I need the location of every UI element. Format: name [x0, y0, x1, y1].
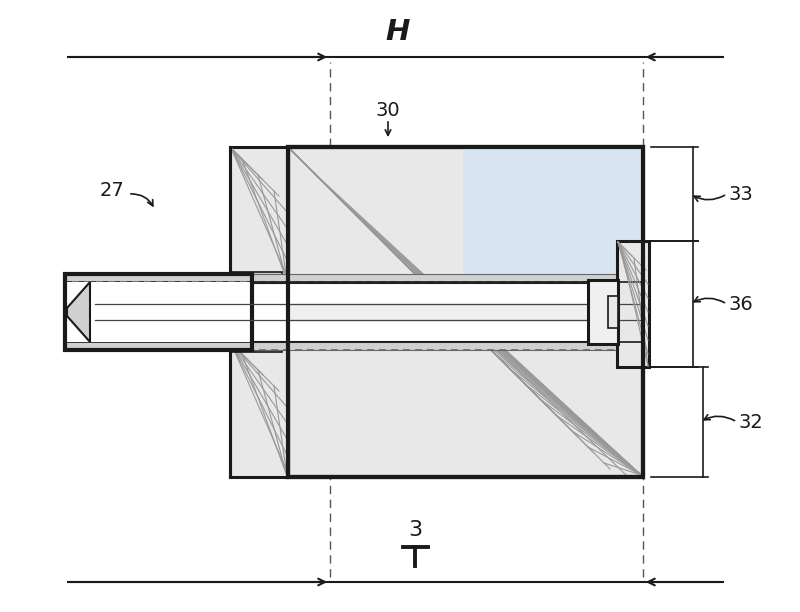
FancyArrowPatch shape — [694, 297, 725, 303]
Bar — [288, 304, 643, 320]
Text: 3: 3 — [408, 520, 422, 540]
Text: H: H — [386, 18, 410, 46]
Text: 27: 27 — [100, 181, 124, 200]
Bar — [283, 282, 648, 342]
Text: 36: 36 — [728, 294, 753, 313]
Bar — [65, 342, 252, 350]
FancyArrowPatch shape — [386, 122, 390, 135]
Bar — [288, 147, 643, 477]
Polygon shape — [67, 282, 90, 342]
Bar — [65, 274, 252, 282]
Bar — [288, 147, 643, 477]
Bar — [230, 272, 282, 282]
Text: 33: 33 — [728, 184, 753, 204]
Bar — [230, 342, 282, 352]
FancyArrowPatch shape — [130, 194, 153, 206]
Bar — [65, 282, 252, 342]
Bar — [617, 241, 649, 367]
Bar — [588, 280, 618, 344]
Text: 32: 32 — [738, 412, 762, 431]
Bar — [65, 274, 252, 350]
Bar — [252, 274, 643, 282]
Text: 30: 30 — [376, 100, 400, 119]
Polygon shape — [230, 147, 288, 282]
FancyArrowPatch shape — [704, 415, 734, 420]
Polygon shape — [230, 342, 288, 477]
FancyArrowPatch shape — [694, 195, 725, 201]
Bar — [608, 296, 618, 328]
Bar — [252, 342, 643, 350]
Bar — [463, 149, 641, 280]
